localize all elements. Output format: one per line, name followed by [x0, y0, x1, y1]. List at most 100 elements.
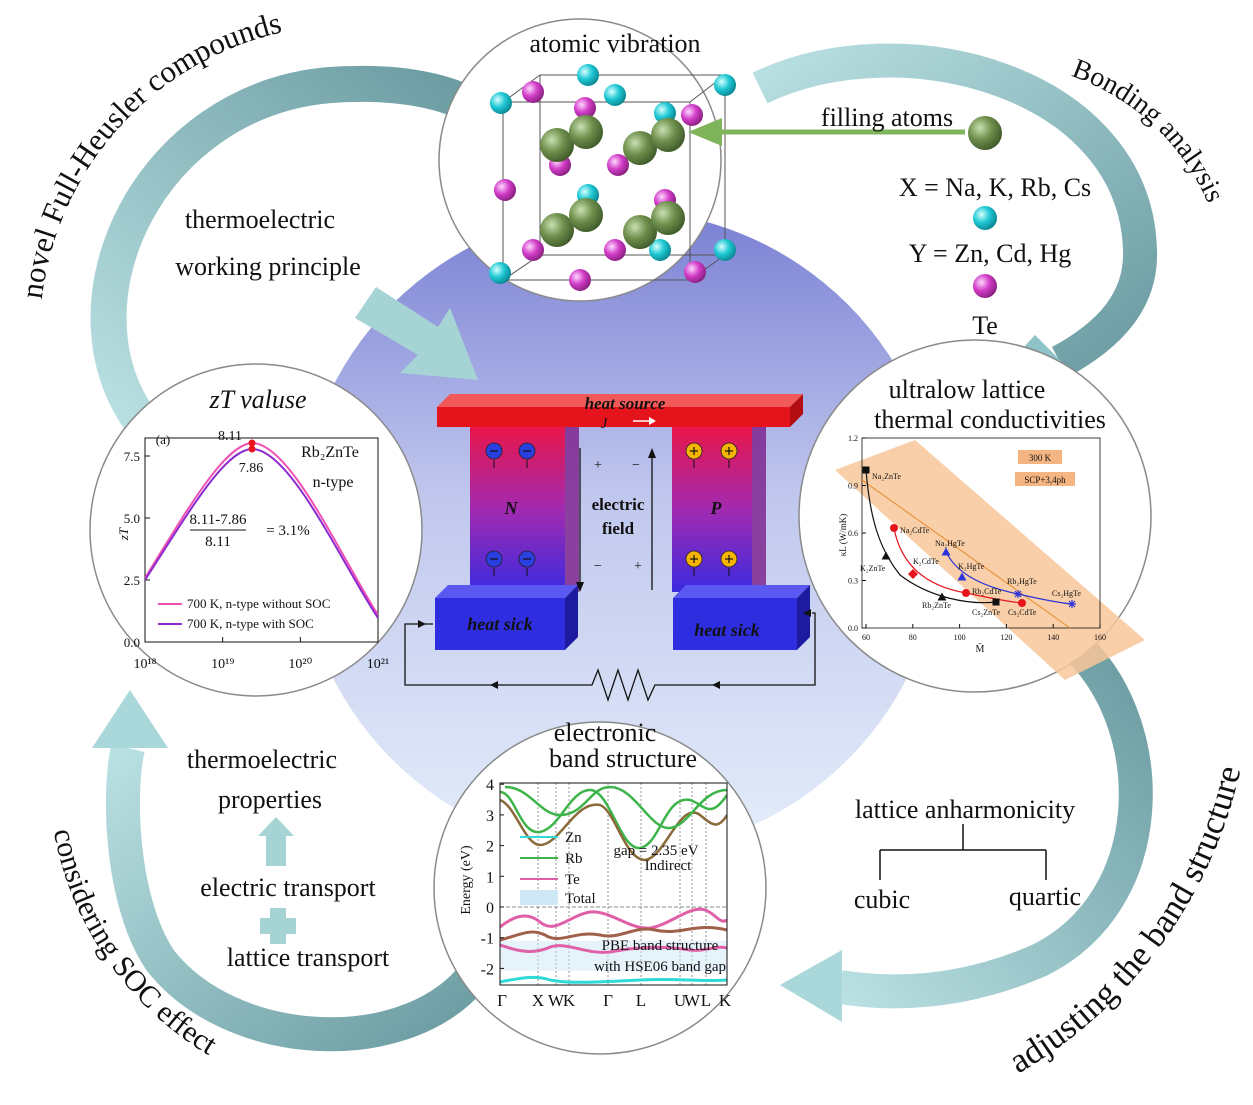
data-point	[992, 598, 1000, 606]
sink-side	[797, 585, 810, 650]
band	[504, 785, 727, 830]
crystal-title: atomic vibration	[529, 29, 700, 58]
peak-label: 7.86	[239, 461, 264, 476]
y-atom	[490, 92, 512, 114]
note-label: PBE band structure	[602, 938, 719, 954]
legend-label: 700 K, n-type with SOC	[187, 616, 314, 631]
x-atom	[623, 215, 657, 249]
band-axes	[499, 782, 728, 986]
cycle-arrow	[837, 637, 1153, 1009]
te-atom	[494, 179, 516, 201]
y-atom	[714, 239, 736, 261]
fraction: 8.11	[205, 534, 231, 550]
atom-legend: Y = Zn, Cd, Hg	[909, 239, 1071, 268]
tag-label: 300 K	[1029, 453, 1052, 463]
band	[500, 798, 727, 862]
kpoint-label: K	[563, 991, 576, 1010]
legend-label: Zn	[565, 830, 582, 846]
y-axis-label: zT	[116, 527, 131, 541]
anharmonicity-label: cubic	[854, 885, 910, 914]
anharmonicity-label: quartic	[1009, 882, 1081, 911]
sink-label: heat sick	[694, 620, 760, 640]
band	[500, 943, 727, 954]
content: atomic vibration filling atoms X = Na, K, …	[116, 29, 1145, 1010]
device-label: heat source	[585, 394, 666, 413]
arrow-head	[712, 681, 720, 689]
data-point	[881, 551, 891, 560]
arrow-head	[803, 609, 811, 617]
y-axis-label: κL (W/mK)	[838, 514, 848, 556]
sink-side	[565, 585, 578, 650]
principle-label: thermoelectric	[185, 205, 335, 234]
fraction: 8.11-7.86	[190, 512, 247, 528]
cycle-arrow	[105, 744, 483, 1052]
x-atom	[651, 118, 685, 152]
crystal-circle	[438, 18, 722, 302]
compound-label: K₂HgTe	[958, 562, 985, 571]
filling-label: filling atoms	[821, 103, 953, 132]
sink-top	[435, 585, 578, 598]
y-tick-label: 1.2	[848, 434, 858, 443]
legend-label: Rb	[565, 851, 583, 867]
cycle-arrow	[90, 65, 479, 431]
compound-label: Rb₂ZnTe	[301, 444, 359, 461]
y-tick-label: 2	[486, 839, 494, 856]
compound-label: Rb₂ZnTe	[922, 601, 951, 610]
compound-label: Na₂ZnTe	[872, 472, 901, 481]
y-tick-label: 0.0	[848, 624, 858, 633]
compound-label: Cs₂ZnTe	[972, 608, 1000, 617]
field-sign: −	[594, 559, 602, 574]
te-atom	[522, 81, 544, 103]
te-atom	[569, 269, 591, 291]
y-tick-label: 5.0	[124, 511, 140, 526]
legend-swatch	[520, 890, 558, 905]
kpoint-label: L	[636, 991, 646, 1010]
band	[500, 925, 727, 942]
transport-label: lattice transport	[227, 943, 390, 972]
total-dos	[500, 940, 727, 971]
compound-label: Rb₂HgTe	[1007, 577, 1037, 586]
x-tick-label: 120	[1000, 633, 1012, 642]
peak-marker	[248, 439, 256, 447]
te-atom	[684, 261, 706, 283]
arrow-head	[649, 417, 656, 425]
legend-label: 700 K, n-type without SOC	[187, 596, 330, 611]
arrow-head	[780, 950, 842, 1022]
heat-sink	[435, 598, 565, 650]
x-atom	[540, 128, 574, 162]
y-tick-label: 0.0	[124, 635, 140, 650]
atom-x	[968, 116, 1002, 150]
kappa-title: ultralow lattice	[889, 375, 1046, 404]
x-atom	[540, 213, 574, 247]
y-atom	[489, 262, 511, 284]
trend-curve	[865, 469, 997, 604]
kpoint-label: Γ	[603, 991, 613, 1010]
y-tick-label: 0.6	[848, 529, 858, 538]
arrow-head	[688, 118, 722, 146]
legend-label: Total	[565, 891, 596, 907]
tag-box	[1015, 472, 1075, 486]
kpoint-label: X	[532, 991, 544, 1010]
kpoint-label: U	[674, 991, 686, 1010]
band-circle	[433, 721, 767, 1055]
zt-title: zT valuse	[208, 385, 306, 414]
n-leg-side	[565, 427, 579, 592]
x-tick-label: 10¹⁸	[133, 657, 156, 672]
kpoint-label: W	[684, 991, 701, 1010]
principle-arrow	[355, 287, 478, 380]
te-atom	[681, 104, 703, 126]
heat-sink	[673, 598, 797, 650]
compound-label: Cs₂HgTe	[1052, 589, 1081, 598]
sink-top	[673, 585, 810, 598]
y-axis-label: Energy (eV)	[459, 845, 474, 915]
data-point	[1014, 590, 1022, 598]
p-leg-side	[752, 427, 766, 592]
te-atom	[574, 97, 596, 119]
compound-label: K₂CdTe	[913, 557, 939, 566]
x-tick-label: 10²¹	[367, 657, 389, 672]
device-label: J	[601, 416, 609, 432]
field-sign: +	[634, 559, 642, 574]
zt-circle	[89, 363, 423, 697]
data-point	[937, 592, 947, 601]
x-tick-label: 140	[1047, 633, 1059, 642]
